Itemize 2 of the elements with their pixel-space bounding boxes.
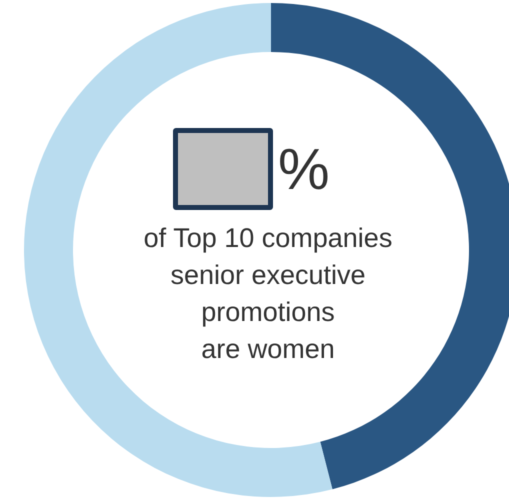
text: % [278,136,330,204]
text: of Top 10 companies senior executive promotions are women [142,222,394,366]
